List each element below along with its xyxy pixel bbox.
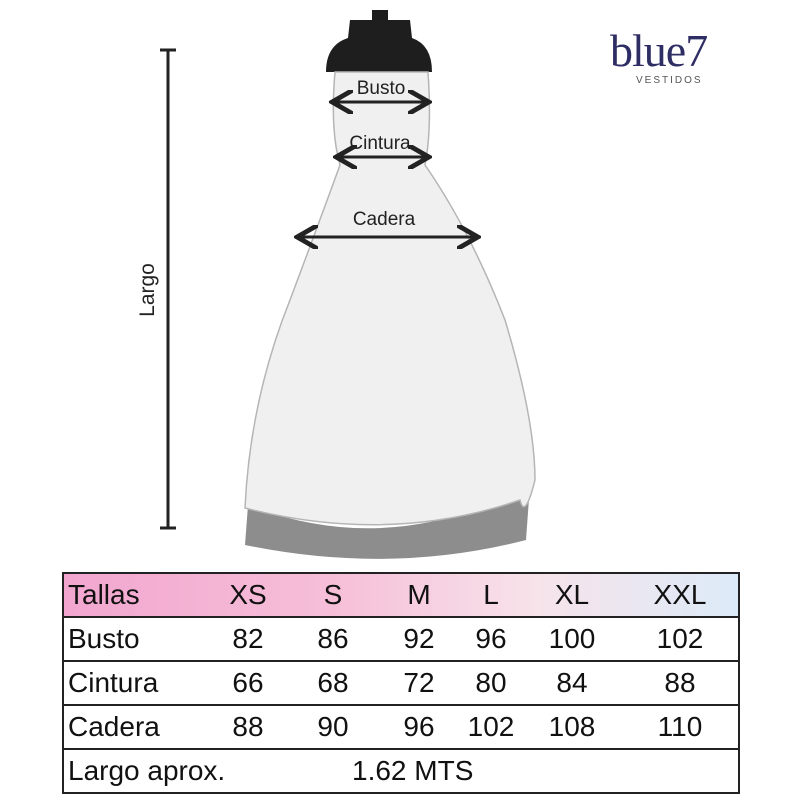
size-table: Tallas XS S M L XL XXL Busto 82 86 92 96… — [62, 572, 740, 794]
cell: 90 — [288, 705, 378, 750]
header-cell: XXL — [622, 573, 739, 618]
cell: 88 — [208, 705, 288, 750]
largo-row-value: 1.62 MTS — [352, 755, 474, 786]
busto-label: Busto — [356, 78, 406, 99]
cell: 102 — [622, 617, 739, 662]
table-header-row: Tallas XS S M L XL XXL — [63, 573, 739, 618]
largo-label: Largo — [136, 263, 159, 317]
header-cell: Tallas — [63, 573, 208, 618]
largo-row: Largo aprox. 1.62 MTS — [63, 749, 739, 794]
mannequin — [326, 10, 432, 72]
cell: 110 — [622, 705, 739, 750]
cell: 96 — [460, 617, 522, 662]
table-row: Busto 82 86 92 96 100 102 — [63, 617, 739, 662]
cell: 72 — [378, 661, 460, 706]
row-label: Busto — [63, 617, 208, 662]
cell: 84 — [522, 661, 622, 706]
cell: 100 — [522, 617, 622, 662]
cintura-label: Cintura — [349, 133, 411, 154]
table-row: Cadera 88 90 96 102 108 110 — [63, 705, 739, 750]
header-cell: XS — [208, 573, 288, 618]
dress-illustration — [160, 10, 536, 559]
cell: 102 — [460, 705, 522, 750]
brand-logo: blue7 VESTIDOS — [610, 25, 708, 86]
cell: 96 — [378, 705, 460, 750]
header-cell: L — [460, 573, 522, 618]
cell: 92 — [378, 617, 460, 662]
cell: 86 — [288, 617, 378, 662]
dress-shadow — [245, 485, 530, 559]
header-cell: XL — [522, 573, 622, 618]
cell: 66 — [208, 661, 288, 706]
cell: 108 — [522, 705, 622, 750]
header-cell: S — [288, 573, 378, 618]
row-label: Cintura — [63, 661, 208, 706]
cell: 82 — [208, 617, 288, 662]
row-label: Cadera — [63, 705, 208, 750]
cell: 80 — [460, 661, 522, 706]
cell: 88 — [622, 661, 739, 706]
largo-row-label: Largo aprox. — [68, 755, 226, 786]
header-cell: M — [378, 573, 460, 618]
table-row: Cintura 66 68 72 80 84 88 — [63, 661, 739, 706]
cell: 68 — [288, 661, 378, 706]
cadera-label: Cadera — [352, 209, 416, 230]
